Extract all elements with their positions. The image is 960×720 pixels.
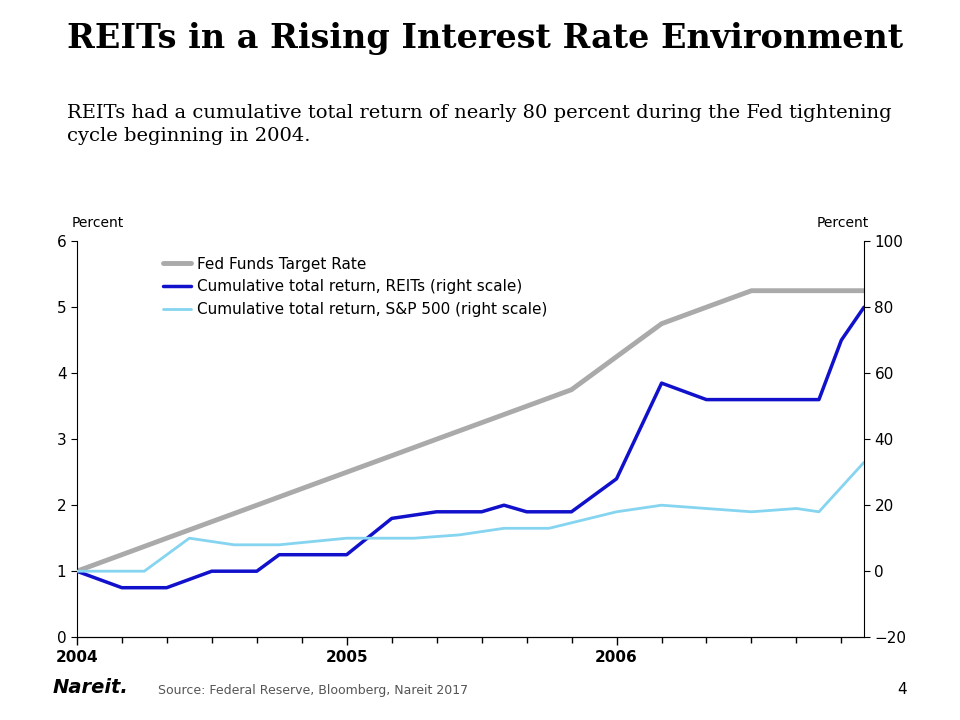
Text: Source: Federal Reserve, Bloomberg, Nareit 2017: Source: Federal Reserve, Bloomberg, Nare… <box>158 684 468 697</box>
Text: 4: 4 <box>898 682 907 697</box>
Text: Percent: Percent <box>817 217 869 230</box>
Text: REITs had a cumulative total return of nearly 80 percent during the Fed tighteni: REITs had a cumulative total return of n… <box>67 104 892 145</box>
Text: REITs in a Rising Interest Rate Environment: REITs in a Rising Interest Rate Environm… <box>67 22 903 55</box>
Text: Percent: Percent <box>72 217 124 230</box>
Text: Nareit.: Nareit. <box>53 678 129 697</box>
Legend: Fed Funds Target Rate, Cumulative total return, REITs (right scale), Cumulative : Fed Funds Target Rate, Cumulative total … <box>163 257 547 317</box>
